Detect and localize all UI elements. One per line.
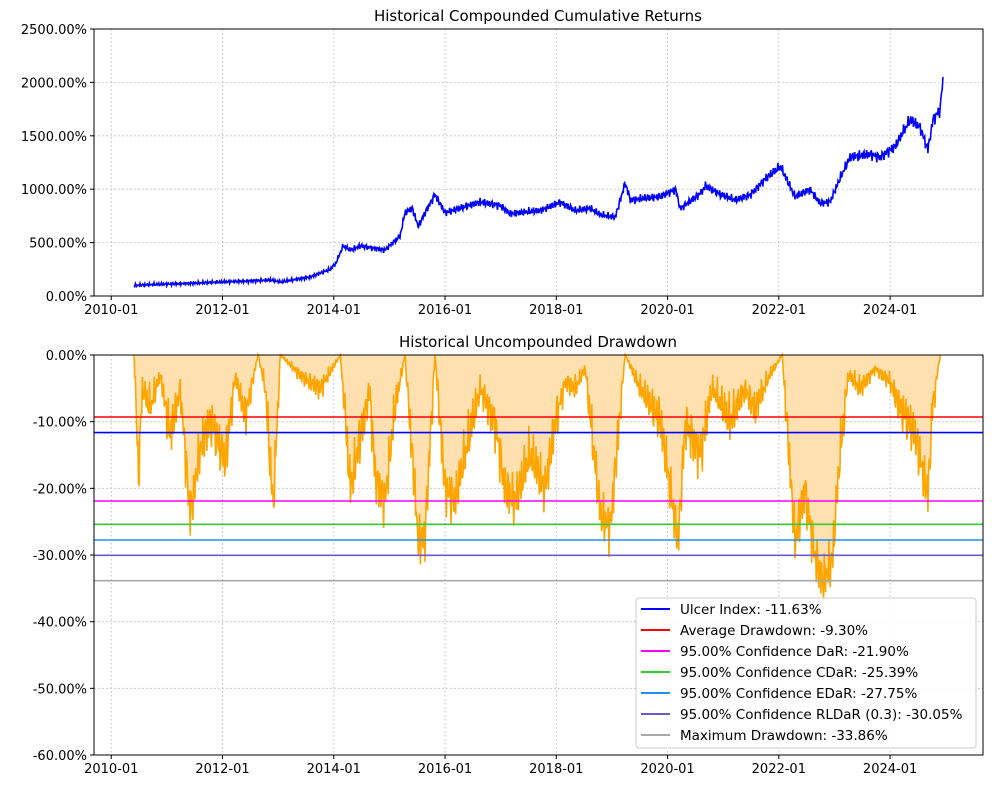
x-tick-label: 2018-01 <box>529 762 583 777</box>
chart-title: Historical Uncompounded Drawdown <box>399 333 677 351</box>
legend-label: 95.00% Confidence CDaR: -25.39% <box>680 665 918 681</box>
y-tick-label: 2500.00% <box>21 23 87 38</box>
legend-label: Maximum Drawdown: -33.86% <box>680 728 888 744</box>
cumulative-return-line <box>133 77 944 289</box>
cumulative-returns-chart: Historical Compounded Cumulative Returns… <box>21 7 984 318</box>
x-tick-label: 2016-01 <box>418 303 472 318</box>
legend-label: 95.00% Confidence EDaR: -27.75% <box>680 686 917 702</box>
x-tick-label: 2014-01 <box>307 303 361 318</box>
x-tick-label: 2024-01 <box>863 303 917 318</box>
legend-label: Average Drawdown: -9.30% <box>680 623 868 639</box>
y-tick-label: -30.00% <box>33 549 87 564</box>
x-tick-label: 2020-01 <box>640 762 694 777</box>
axes-frame <box>93 28 984 297</box>
x-tick-label: 2012-01 <box>195 303 249 318</box>
chart-title: Historical Compounded Cumulative Returns <box>374 7 702 25</box>
x-tick-label: 2020-01 <box>640 303 694 318</box>
y-tick-label: 2000.00% <box>21 76 87 91</box>
y-tick-label: -10.00% <box>33 416 87 431</box>
x-tick-label: 2010-01 <box>84 303 138 318</box>
y-tick-label: -60.00% <box>33 749 87 764</box>
drawdown-chart: Historical Uncompounded Drawdown 2010-01… <box>33 333 984 777</box>
x-tick-label: 2022-01 <box>752 762 806 777</box>
y-tick-label: 1500.00% <box>21 130 87 145</box>
legend: Ulcer Index: -11.63% Average Drawdown: -9… <box>635 597 977 749</box>
x-tick-label: 2018-01 <box>529 303 583 318</box>
legend-label: Ulcer Index: -11.63% <box>680 602 822 618</box>
legend-box <box>635 597 977 749</box>
axes-frame <box>93 354 984 756</box>
y-tick-label: -50.00% <box>33 682 87 697</box>
y-tick-label: 500.00% <box>29 237 87 252</box>
x-tick-label: 2010-01 <box>84 762 138 777</box>
x-tick-label: 2022-01 <box>752 303 806 318</box>
y-tick-label: 1000.00% <box>21 183 87 198</box>
y-tick-label: 0.00% <box>46 349 87 364</box>
y-tick-label: 0.00% <box>46 290 87 305</box>
x-tick-label: 2016-01 <box>418 762 472 777</box>
legend-label: 95.00% Confidence DaR: -21.90% <box>680 644 909 660</box>
y-tick-label: -40.00% <box>33 616 87 631</box>
drawdown-line <box>133 351 941 601</box>
drawdown-area <box>134 355 941 601</box>
y-tick-label: -20.00% <box>33 482 87 497</box>
x-tick-label: 2012-01 <box>195 762 249 777</box>
x-tick-label: 2024-01 <box>863 762 917 777</box>
legend-label: 95.00% Confidence RLDaR (0.3): -30.05% <box>680 707 963 723</box>
x-tick-label: 2014-01 <box>307 762 361 777</box>
